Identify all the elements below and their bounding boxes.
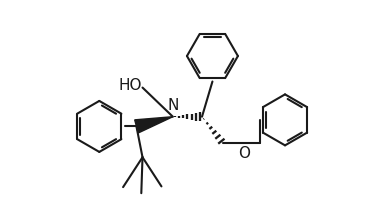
Text: N: N (168, 98, 179, 113)
Polygon shape (135, 117, 173, 133)
Text: O: O (238, 146, 250, 161)
Text: HO: HO (119, 78, 142, 93)
